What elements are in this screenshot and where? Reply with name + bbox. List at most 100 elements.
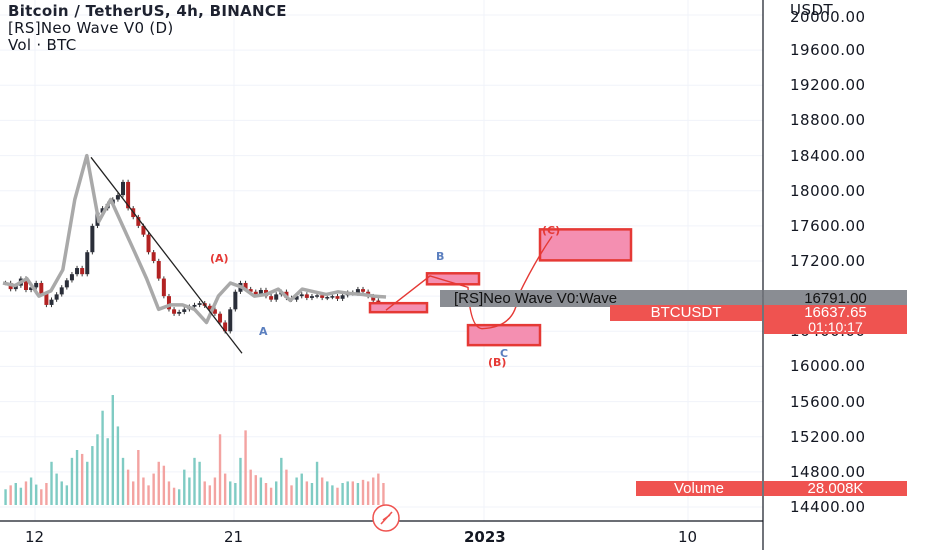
wave-value-tag: 16791.00 (764, 290, 907, 307)
candle-body (59, 287, 64, 295)
volume-bar (29, 477, 33, 505)
candle-body (115, 195, 120, 200)
volume-bar (223, 473, 227, 505)
candle-body (274, 294, 279, 300)
candle-body (228, 309, 233, 332)
volume-bar (372, 477, 375, 505)
time-tick: 2023 (464, 528, 506, 546)
candle-body (192, 304, 197, 307)
volume-bar (244, 430, 247, 505)
candle-body (126, 181, 131, 209)
countdown-tag: 01:10:17 (764, 320, 907, 334)
volume-bar (320, 477, 324, 505)
candle-body (269, 296, 274, 300)
candle-body (166, 296, 171, 310)
volume-bar (142, 477, 145, 505)
price-tick: 19600.00 (790, 41, 866, 60)
price-tick: 18000.00 (790, 181, 866, 200)
target-box-c (466, 323, 542, 347)
candle-body (243, 282, 248, 290)
volume-bar (172, 487, 176, 505)
volume-bar (101, 410, 104, 505)
volume-bar (377, 473, 380, 505)
target-box-c-paren (538, 228, 633, 262)
volume-bar (351, 481, 355, 505)
candle-body (197, 303, 202, 305)
volume-bar (300, 473, 303, 505)
volume-bar (213, 477, 217, 505)
time-tick: 12 (25, 528, 45, 546)
candle-body (212, 309, 217, 314)
price-tick: 18800.00 (790, 111, 866, 130)
wave-label-c: C (500, 347, 509, 360)
volume-bar (239, 457, 242, 505)
volume-bar (60, 481, 63, 505)
wave-drawings (90, 156, 633, 354)
volume-bar (305, 481, 309, 505)
candle-body (75, 268, 80, 275)
candle-body (49, 299, 54, 305)
volume-bar (183, 469, 186, 505)
volume-bar (366, 481, 370, 505)
candle-body (218, 313, 223, 323)
volume-bar (177, 489, 181, 505)
candle-body (294, 296, 299, 300)
volume-bar (193, 457, 196, 505)
time-tick: 21 (224, 528, 244, 546)
volume-bar (157, 461, 160, 505)
volume-bar (96, 434, 99, 505)
volume-bar (361, 479, 365, 505)
volume-bar (147, 485, 150, 505)
candle-body (320, 295, 325, 298)
volume-bar (249, 469, 252, 505)
volume-bar (234, 483, 237, 505)
volume-bar (336, 487, 339, 505)
price-tick: 18400.00 (790, 146, 866, 165)
volume-bar (208, 485, 212, 505)
volume-label-tag: Volume (636, 481, 762, 496)
indicator-legend[interactable]: [RS]Neo Wave V0 (D) (8, 19, 174, 37)
volume-bar (346, 481, 349, 505)
candle-body (253, 291, 258, 295)
candle-body (325, 297, 330, 299)
volume-value-tag: 28.008K (764, 481, 907, 496)
volume-bar (331, 485, 334, 505)
candle-body (121, 181, 126, 196)
symbol-legend[interactable]: Bitcoin / TetherUS, 4h, BINANCE (8, 2, 287, 20)
candle-body (13, 285, 18, 290)
price-tick: 14800.00 (790, 462, 866, 481)
candle-body (161, 278, 166, 297)
volume-bar (4, 489, 7, 505)
volume-bar (290, 485, 293, 505)
volume-bar (254, 475, 257, 505)
volume-bar (152, 473, 155, 505)
candle-body (151, 252, 156, 261)
candle-body (39, 282, 44, 294)
volume-legend[interactable]: Vol · BTC (8, 36, 77, 54)
wave-label-c-paren: (C) (542, 224, 561, 237)
candle-body (80, 268, 85, 275)
candle-body (248, 289, 253, 292)
lightning-icon (380, 511, 393, 525)
volume-bar (14, 483, 17, 505)
candle-body (182, 309, 187, 312)
candle-body (309, 296, 314, 298)
candle-body (85, 252, 90, 275)
volume-bar (229, 481, 232, 505)
volume-bar (80, 453, 84, 505)
volume-bar (203, 481, 206, 505)
volume-bar (275, 481, 278, 505)
neo-wave-line (2, 153, 387, 325)
candle-body (258, 289, 263, 295)
trendline (90, 156, 243, 354)
candle-body (141, 225, 146, 235)
volume-bar (382, 483, 385, 505)
candle-body (315, 295, 320, 297)
candle-body (207, 305, 212, 310)
volume-bar (264, 483, 268, 505)
target-box-now (368, 301, 429, 314)
volume-bar (111, 395, 114, 505)
volume-bar (91, 446, 94, 505)
candle-body (146, 234, 151, 253)
